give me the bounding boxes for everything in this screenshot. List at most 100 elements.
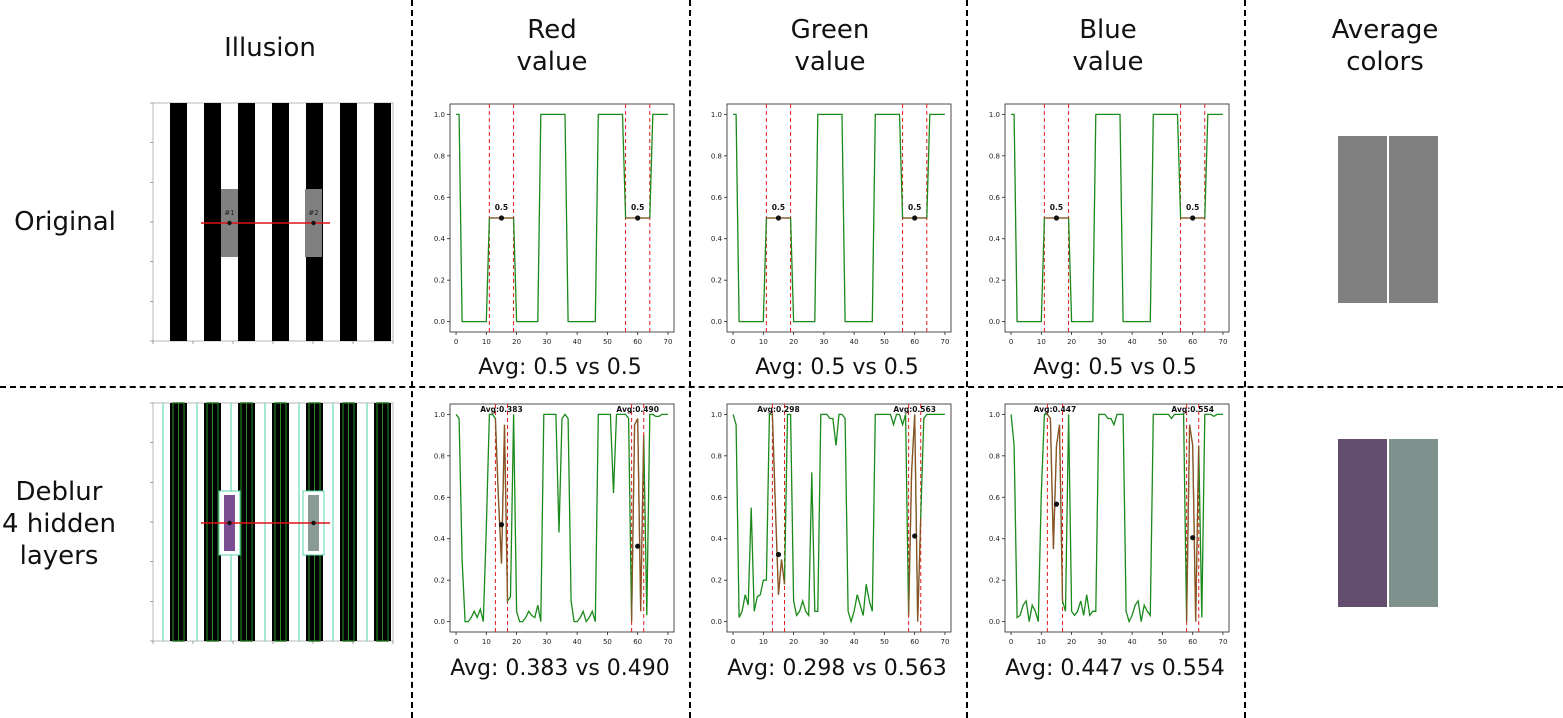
avg-label: Avg:0.298 [757,405,800,414]
y-tick-label: 0.6 [434,494,446,502]
illusion-deblur-image [150,402,394,644]
x-tick-label: 70 [940,638,949,646]
y-tick-label: 1.0 [711,111,722,119]
header-average: Average colors [1331,15,1439,77]
avg-point [635,215,641,221]
x-tick-label: 10 [759,638,768,646]
x-tick-label: 40 [573,338,582,346]
avg-point [775,215,782,221]
region-highlight [630,418,645,622]
x-tick-label: 20 [789,338,798,346]
x-tick-label: 50 [603,338,612,346]
x-tick-label: 0 [731,638,735,646]
y-tick-label: 0.0 [711,318,722,326]
x-tick-label: 50 [880,338,889,346]
chart-deblur-blue: 0 10 20 30 40 50 60 70 0.0 0.2 0.4 0.6 0.8 1.0 Avg:0.4… [989,403,1230,646]
avg-label: Avg:0.490 [616,405,659,414]
x-tick-label: 40 [1128,338,1137,346]
header-green: Green value [790,15,870,77]
x-tick-label: 40 [573,638,582,646]
separator-vertical-1 [411,0,413,718]
x-tick-label: 0 [454,338,458,346]
y-tick-label: 1.0 [989,111,1000,119]
x-tick-label: 60 [1188,338,1197,346]
x-tick-label: 70 [940,338,949,346]
x-tick-label: 30 [819,338,828,346]
y-tick-label: 0.2 [989,277,1000,285]
avg-point [498,522,505,528]
avg-caption-deblur-red: Avg: 0.383 vs 0.490 [450,656,670,681]
y-tick-label: 0.6 [989,494,1001,502]
y-tick-label: 0.2 [711,277,722,285]
avg-label: 0.5 [1186,203,1199,212]
avg-point [1053,501,1060,507]
x-tick-label: 0 [454,638,458,646]
avg-point [1053,215,1060,221]
x-tick-label: 40 [1128,638,1137,646]
header-red: Red value [516,15,588,77]
illusion-bar [272,103,289,341]
region-highlight [1185,424,1200,622]
x-tick-label: 30 [542,638,551,646]
y-tick-label: 0.6 [711,194,723,202]
y-tick-label: 0.4 [434,535,446,543]
x-tick-label: 30 [1097,638,1106,646]
x-tick-label: 60 [910,638,919,646]
x-tick-label: 60 [910,338,919,346]
header-blue: Blue value [1072,15,1144,77]
illusion-bar [170,103,187,341]
avg-point [912,215,918,221]
avg-point [775,551,782,558]
region-highlight [1046,414,1064,601]
y-tick-label: 0.8 [434,452,445,460]
separator-vertical-4 [1244,0,1246,718]
x-tick-label: 0 [1009,338,1013,346]
swatch-deblur-right [1389,439,1438,607]
y-tick-label: 0.2 [434,577,445,585]
x-tick-label: 70 [1218,338,1227,346]
avg-point [635,543,641,549]
x-tick-label: 30 [542,338,551,346]
x-tick-label: 10 [482,338,491,346]
chart-deblur-green: 0 10 20 30 40 50 60 70 0.0 0.2 0.4 0.6 0.8 1.0 Avg:0.2… [711,403,952,646]
chart-deblur-red: 0 10 20 30 40 50 60 70 0.0 0.2 0.4 0.6 0.8 1.0 Avg:0.3… [434,403,675,646]
separator-vertical-3 [966,0,968,718]
x-tick-label: 20 [1067,338,1076,346]
avg-label: 0.5 [772,203,785,212]
avg-label: Avg:0.563 [893,405,936,414]
avg-label: 0.5 [495,203,508,212]
x-tick-label: 70 [663,638,672,646]
avg-label: 0.5 [1050,203,1063,212]
y-tick-label: 1.0 [989,411,1000,419]
avg-point [1190,215,1196,221]
illusion-original-image: #1 #2 [150,102,394,344]
x-tick-label: 60 [633,638,642,646]
y-tick-label: 0.6 [434,194,446,202]
x-tick-label: 40 [850,638,859,646]
y-tick-label: 1.0 [434,411,445,419]
avg-label: Avg:0.447 [1034,405,1077,414]
x-tick-label: 50 [1158,638,1167,646]
y-tick-label: 0.0 [989,618,1000,626]
marker-label-1: #1 [224,209,234,217]
row-label-original: Original [14,207,116,237]
y-tick-label: 1.0 [434,111,445,119]
chart-original-red: 0 10 20 30 40 50 60 70 0.0 0.2 0.4 0.6 0.8 1.0 0.5 0.5 [434,103,675,346]
avg-point [1190,535,1196,541]
avg-caption-original-green: Avg: 0.5 vs 0.5 [755,355,919,380]
header-illusion: Illusion [224,33,316,63]
avg-caption-original-red: Avg: 0.5 vs 0.5 [478,355,642,380]
y-tick-label: 0.4 [989,235,1001,243]
sample-point-1 [227,220,232,226]
x-tick-label: 70 [663,338,672,346]
sample-point-2 [311,220,316,226]
x-tick-label: 30 [819,638,828,646]
avg-caption-deblur-green: Avg: 0.298 vs 0.563 [727,656,947,681]
separator-vertical-2 [689,0,691,718]
y-tick-label: 0.4 [711,535,723,543]
x-tick-label: 0 [1009,638,1013,646]
x-tick-label: 10 [1037,338,1046,346]
y-tick-label: 0.8 [711,452,722,460]
y-tick-label: 0.2 [989,577,1000,585]
y-tick-label: 0.6 [711,494,723,502]
